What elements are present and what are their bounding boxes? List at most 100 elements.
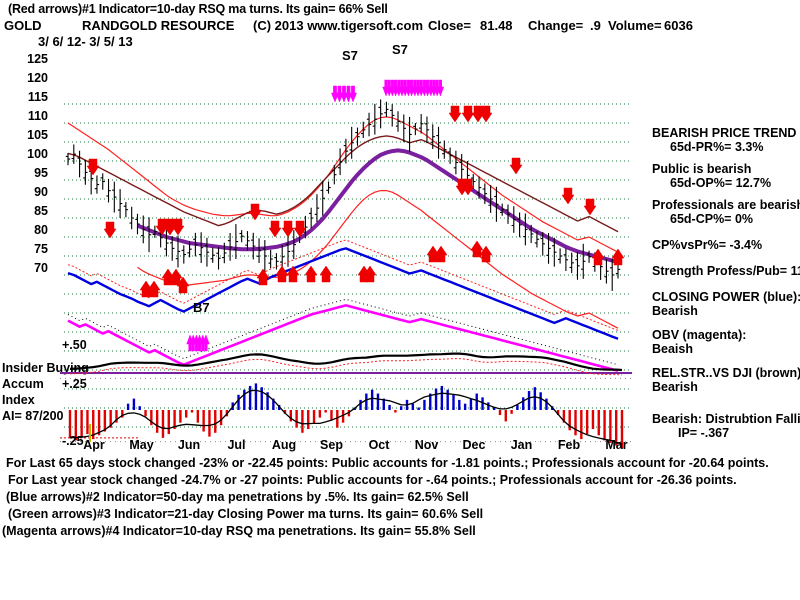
closing-power-value: Bearish (652, 304, 698, 318)
accumulation-index-panel[interactable] (60, 377, 632, 450)
month-label-jul: Jul (227, 438, 246, 452)
accum-separator-line (60, 372, 632, 374)
buy-arrow (275, 265, 289, 283)
buy-arrow (479, 245, 493, 263)
obv-title: OBV (magenta): (652, 328, 747, 342)
sell-arrow (103, 221, 117, 239)
price-tick-125: 125 (27, 52, 48, 66)
sell-arrow (171, 218, 185, 236)
price-tick-95: 95 (34, 166, 48, 180)
professionals-value: 65d-CP%= 0% (670, 212, 754, 226)
professionals-title: Professionals are bearish (652, 198, 800, 212)
month-label-nov: Nov (414, 438, 439, 452)
strength-prof-pub-value: Strength Profess/Pub= 11 (652, 264, 800, 278)
change-label: Change= (528, 18, 584, 33)
footer-line-2: For Last year stock changed -24.7% or -2… (8, 473, 737, 487)
change-value: .9 (590, 18, 601, 33)
month-label-aug: Aug (271, 438, 297, 452)
ai-value-label: AI= 87/200 (2, 409, 64, 423)
buy-arrow (256, 268, 270, 286)
bearish-trend-title: BEARISH PRICE TREND (652, 126, 797, 140)
month-label-sep: Sep (320, 438, 343, 452)
footer-line-1: For Last 65 days stock changed -23% or -… (6, 456, 769, 470)
buy-arrow (363, 265, 377, 283)
sell-arrow (583, 198, 597, 216)
signal-label-b7-2: B7 (193, 300, 210, 315)
buy-arrow (319, 265, 333, 283)
price-chart-svg (64, 79, 632, 428)
obv-value: Beaish (652, 342, 693, 356)
public-title: Public is bearish (652, 162, 752, 176)
closing-power-title: CLOSING POWER (blue): (652, 290, 800, 304)
sell-arrow (293, 220, 307, 238)
footer-line-3: (Blue arrows)#2 Indicator=50-day ma pene… (6, 490, 469, 504)
bearish-trend-value: 65d-PR%= 3.3% (670, 140, 764, 154)
volume-label: Volume= (608, 18, 662, 33)
sell-arrow (448, 105, 462, 123)
buy-arrow (304, 265, 318, 283)
month-label-feb: Feb (557, 438, 581, 452)
sell-arrow (461, 178, 475, 196)
accum-plus50-label: +.50 (62, 338, 87, 352)
month-label-jun: Jun (177, 438, 201, 452)
sell-arrow (281, 220, 295, 238)
company-name: RANDGOLD RESOURCE (82, 18, 235, 33)
price-tick-100: 100 (27, 147, 48, 161)
distribution-title: Bearish: Distrubtion Falling (652, 412, 800, 426)
accum-plus25-label: +.25 (62, 377, 87, 391)
price-tick-70: 70 (34, 261, 48, 275)
sell-arrow (86, 158, 100, 176)
insider-buying-line-svg (69, 352, 623, 376)
price-tick-80: 80 (34, 223, 48, 237)
month-label-apr: Apr (83, 438, 105, 452)
insider-buying-label: Insider Buying (2, 361, 89, 375)
buy-arrow (434, 245, 448, 263)
buy-arrow (286, 265, 300, 283)
month-label-may: May (129, 438, 154, 452)
sell-arrow (461, 105, 475, 123)
sell-arrow (268, 220, 282, 238)
signal-label-s7-0: S7 (342, 48, 358, 63)
ip-value: IP= -.367 (678, 426, 730, 440)
price-tick-115: 115 (27, 90, 48, 104)
public-value: 65d-OP%= 12.7% (670, 176, 772, 190)
accum-minus25-label: -.25 (62, 434, 84, 448)
sell-arrow (509, 157, 523, 175)
accum-label: Accum (2, 377, 44, 391)
volume-value: 6036 (664, 18, 693, 33)
buy-arrow (611, 248, 625, 266)
buy-arrow (176, 276, 190, 294)
cp-vs-pr-value: CP%vsPr%= -3.4% (652, 238, 763, 252)
price-tick-110: 110 (27, 109, 48, 123)
symbol-label: GOLD (4, 18, 42, 33)
copyright-label: (C) 2013 www.tigersoft.com (253, 18, 423, 33)
origin-tick (89, 424, 91, 442)
footer-line-5: (Magenta arrows)#4 Indicator=10-day RSQ … (2, 524, 476, 538)
buy-arrow (591, 248, 605, 266)
signal-label-s7-1: S7 (392, 42, 408, 57)
indicator-header-line: (Red arrows)#1 Indicator=10-day RSQ ma t… (8, 2, 388, 16)
month-label-dec: Dec (462, 438, 486, 452)
footer-line-4: (Green arrows)#3 Indicator=21-day Closin… (8, 507, 484, 521)
date-range-label: 3/ 6/ 12- 3/ 5/ 13 (38, 34, 133, 49)
close-value: 81.48 (480, 18, 513, 33)
sell-arrow (561, 187, 575, 205)
rel-strength-title: REL.STR..VS DJI (brown) (652, 366, 800, 380)
price-tick-105: 105 (27, 128, 48, 142)
rel-strength-value: Bearish (652, 380, 698, 394)
index-label: Index (2, 393, 35, 407)
month-label-jan: Jan (510, 438, 533, 452)
buy-arrow (147, 280, 161, 298)
close-label: Close= (428, 18, 471, 33)
accum-index-svg (60, 377, 632, 448)
price-tick-90: 90 (34, 185, 48, 199)
sell-arrow (248, 203, 262, 221)
sell-arrow (479, 105, 493, 123)
price-chart-plot[interactable] (60, 52, 632, 428)
month-label-mar: Mar (605, 438, 628, 452)
price-tick-85: 85 (34, 204, 48, 218)
price-tick-120: 120 (27, 71, 48, 85)
buy-arrow (470, 240, 484, 258)
price-tick-75: 75 (34, 242, 48, 256)
month-label-oct: Oct (368, 438, 390, 452)
